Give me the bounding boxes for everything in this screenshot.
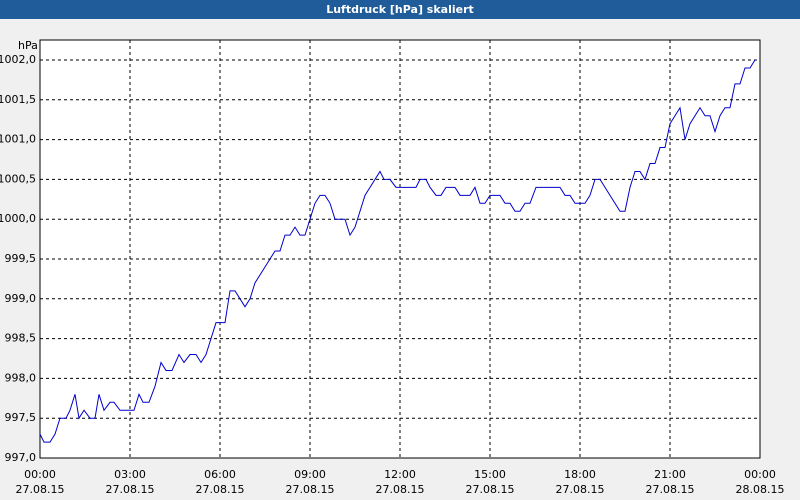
x-tick-date: 27.08.15 [106, 483, 155, 496]
title-bar [0, 0, 800, 19]
y-tick-label: 997,5 [5, 411, 37, 424]
x-tick-date: 27.08.15 [376, 483, 425, 496]
y-tick-label: 999,5 [5, 252, 37, 265]
x-tick-label: 12:00 [384, 468, 416, 481]
data-line [39, 59, 756, 443]
x-tick-label: 00:00 [24, 468, 56, 481]
y-tick-label: 998,0 [5, 371, 37, 384]
y-tick-label: 1001,0 [0, 133, 36, 146]
x-tick-date: 27.08.15 [556, 483, 605, 496]
y-tick-label: 1000,5 [0, 172, 36, 185]
x-tick-date: 28.08.15 [736, 483, 785, 496]
x-tick-label: 06:00 [204, 468, 236, 481]
x-tick-date: 27.08.15 [196, 483, 245, 496]
y-tick-label: 1002,0 [0, 53, 36, 66]
x-tick-label: 15:00 [474, 468, 506, 481]
x-tick-date: 27.08.15 [466, 483, 515, 496]
x-tick-date: 27.08.15 [286, 483, 335, 496]
x-tick-label: 00:00 [744, 468, 776, 481]
y-unit-label: hPa [18, 39, 38, 52]
chart-title: Luftdruck [hPa] skaliert [326, 3, 474, 16]
y-tick-label: 997,0 [5, 451, 37, 464]
x-tick-date: 27.08.15 [16, 483, 65, 496]
x-tick-label: 21:00 [654, 468, 686, 481]
y-tick-label: 998,5 [5, 332, 37, 345]
x-tick-date: 27.08.15 [646, 483, 695, 496]
x-tick-label: 09:00 [294, 468, 326, 481]
y-tick-label: 999,0 [5, 292, 37, 305]
y-tick-label: 1001,5 [0, 93, 36, 106]
x-tick-label: 18:00 [564, 468, 596, 481]
x-tick-label: 03:00 [114, 468, 146, 481]
y-tick-label: 1000,0 [0, 212, 36, 225]
